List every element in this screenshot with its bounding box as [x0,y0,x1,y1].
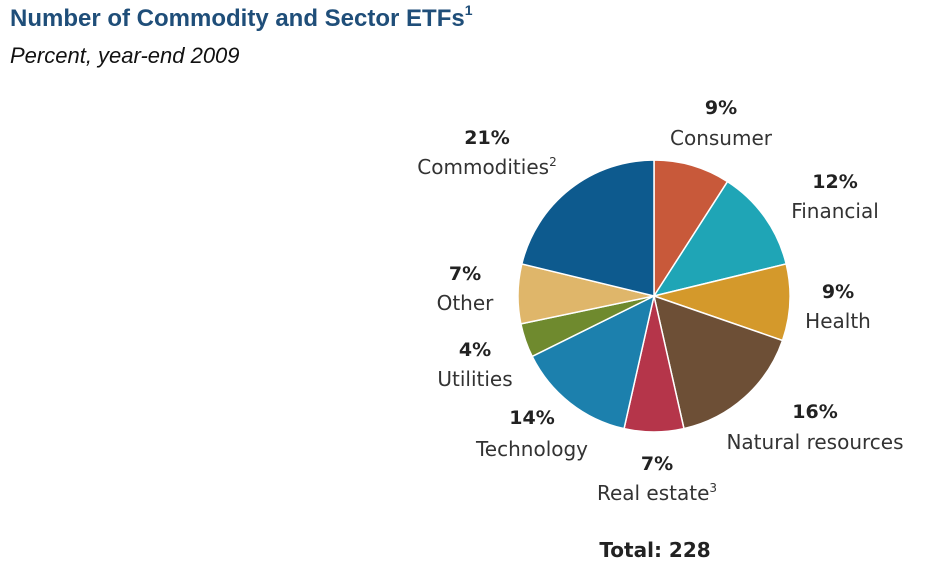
chart-title-footnote: 1 [464,2,473,18]
pie-slice-commodities [520,159,655,297]
slice-percent-label: 16% [792,401,837,423]
slice-footnote-marker: 3 [709,481,717,495]
slice-category-label: Other [437,291,495,315]
slice-percent-label: 12% [812,171,857,193]
slice-percent-label: 14% [509,407,554,429]
slice-footnote-marker: 2 [549,155,557,169]
total-label: Total: 228 [599,538,710,562]
slice-category-label: Real estate3 [597,481,717,505]
slice-category-label: Utilities [437,367,512,391]
slice-percent-label: 7% [449,263,481,285]
pie-labels: 9% Consumer 12% Financial 9% Health 16% Natural… [417,97,903,505]
slice-percent-label: 9% [705,97,737,119]
chart-subtitle: Percent, year-end 2009 [10,43,240,68]
slice-percent-label: 9% [822,281,854,303]
slice-category-label: Financial [791,199,879,223]
slice-category-label: Consumer [670,126,773,150]
slice-category-label: Technology [475,437,588,461]
pie-slice-financial [652,180,788,298]
slice-percent-label: 21% [464,127,509,149]
slice-percent-label: 7% [641,453,673,475]
slice-category-label: Commodities2 [417,155,556,179]
pie-slices [517,159,791,433]
chart-title: Number of Commodity and Sector ETFs1 [10,2,473,33]
slice-category-label: Natural resources [726,430,903,454]
slice-percent-label: 4% [459,339,491,361]
pie-slice-technology [531,294,656,430]
slice-category-label: Health [805,309,871,333]
pie-slice-natural-resources [652,294,784,430]
chart-title-text: Number of Commodity and Sector ETFs [10,5,465,32]
